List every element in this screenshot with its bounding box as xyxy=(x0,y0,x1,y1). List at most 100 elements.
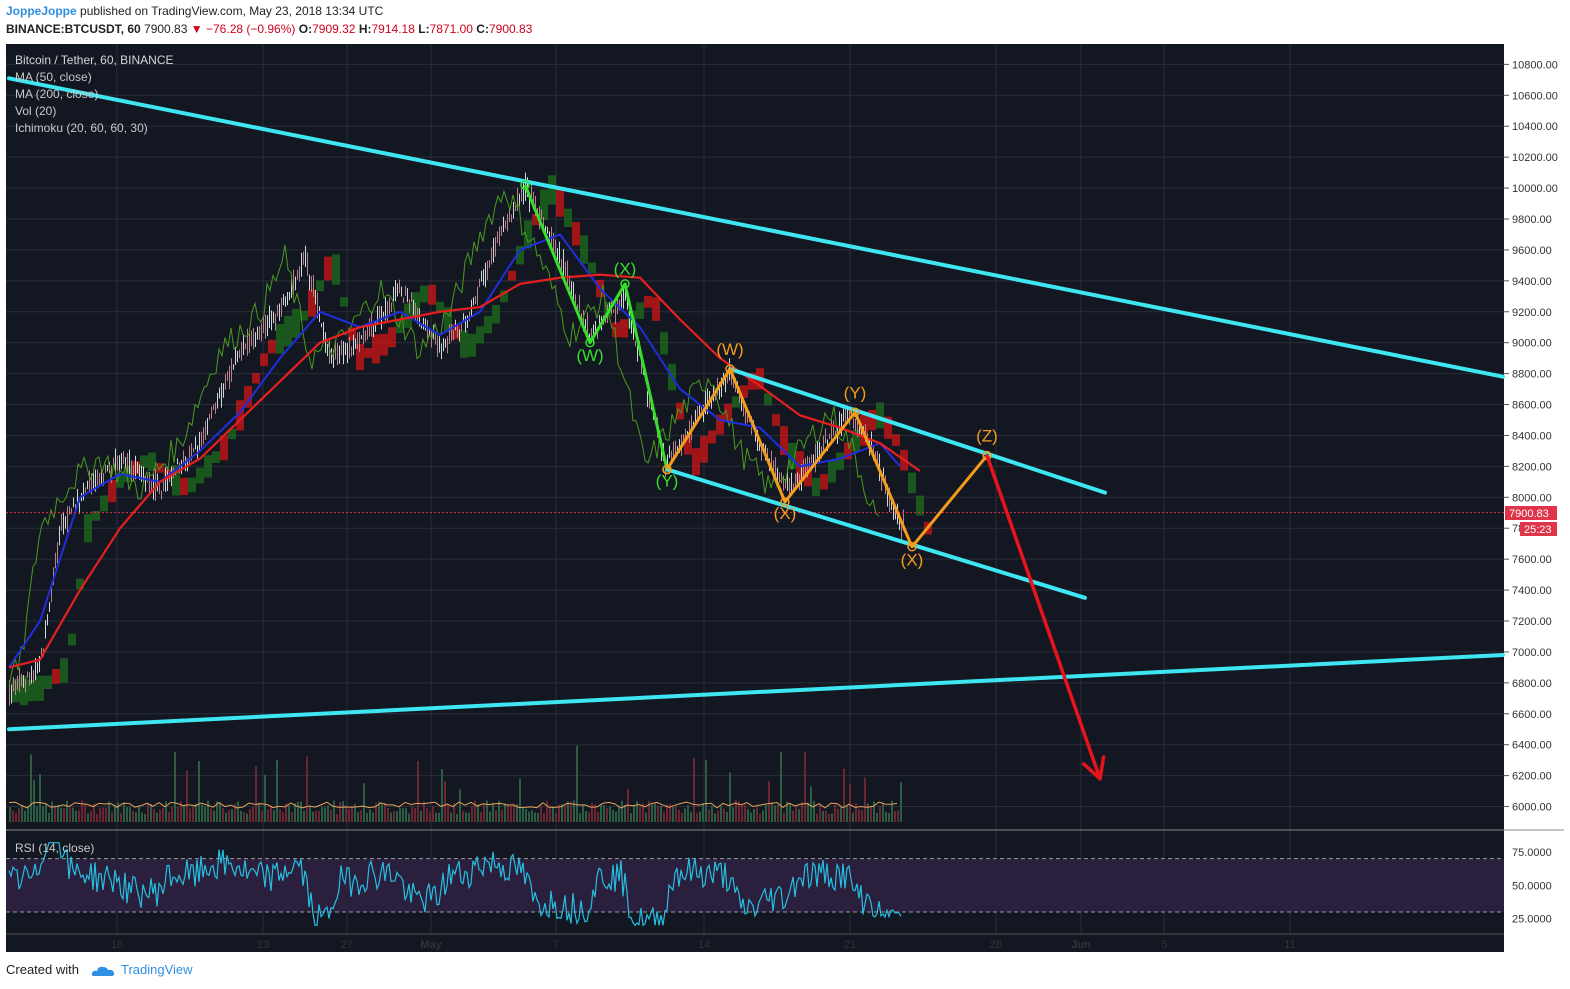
cloud-segment xyxy=(724,403,732,421)
volume-bar xyxy=(255,766,257,822)
price-tick-label: 7400.00 xyxy=(1512,585,1552,597)
volume-bar xyxy=(639,806,641,822)
price-tick-label: 7600.00 xyxy=(1512,554,1552,566)
cloud-segment xyxy=(892,434,900,446)
volume-bar xyxy=(462,810,464,822)
volume-bar xyxy=(561,804,563,822)
cloud-segment xyxy=(252,372,260,384)
volume-bar xyxy=(726,812,728,822)
volume-bar xyxy=(423,801,425,822)
chart-legend: Bitcoin / Tether, 60, BINANCE MA (50, cl… xyxy=(15,53,174,135)
countdown-box xyxy=(1520,522,1557,536)
volume-bar xyxy=(825,810,827,822)
volume-bar xyxy=(696,813,698,822)
cloud-segment xyxy=(332,254,340,285)
legend-ma50[interactable]: MA (50, close) xyxy=(15,70,92,84)
cloud-segment xyxy=(44,675,52,690)
wave-labels: (X) (W) (Y) (W) (X) (Y) (X) (Z) xyxy=(576,260,998,570)
cloud-segment xyxy=(340,297,348,307)
price-tick-label: 10600.00 xyxy=(1512,90,1558,102)
cloud-segment xyxy=(204,455,212,478)
high-value: 7914.18 xyxy=(371,22,415,36)
volume-bar xyxy=(366,812,368,822)
cloud-segment xyxy=(636,302,644,319)
cloud-segment xyxy=(500,290,508,303)
volume-bar xyxy=(615,811,617,822)
cloud-segment xyxy=(316,280,324,292)
legend-ma200[interactable]: MA (200, close) xyxy=(15,87,98,101)
volume-bar xyxy=(498,800,500,822)
volume-bar xyxy=(843,768,845,822)
volume-bar xyxy=(714,813,716,822)
cloud-segment xyxy=(588,262,596,274)
volume-bar xyxy=(441,769,443,822)
volume-bar xyxy=(711,806,713,822)
volume-bar xyxy=(468,812,470,822)
orange-wave-path xyxy=(665,367,989,549)
author-link[interactable]: JoppeJoppe xyxy=(6,4,77,18)
legend-ichimoku[interactable]: Ichimoku (20, 60, 60, 30) xyxy=(15,121,148,135)
volume-bar xyxy=(342,801,344,822)
volume-bar xyxy=(885,811,887,822)
cloud-segment xyxy=(532,213,540,226)
volume-bar xyxy=(237,801,239,822)
price-axis[interactable] xyxy=(1504,44,1564,952)
cloud-segment xyxy=(716,414,724,435)
tradingview-link[interactable]: TradingView xyxy=(121,962,193,977)
price-tick-label: 6800.00 xyxy=(1512,678,1552,690)
volume-bar xyxy=(603,805,605,822)
volume-bar xyxy=(582,804,584,822)
elliott-waves xyxy=(520,180,1106,781)
volume-bar xyxy=(738,801,740,822)
cloud-segment xyxy=(820,474,828,490)
volume-bar xyxy=(126,807,128,822)
time-tick-label: 7 xyxy=(553,939,559,951)
volume-bar xyxy=(630,813,632,822)
volume-bar xyxy=(540,805,542,822)
volume-bar xyxy=(519,778,521,822)
volume-bar xyxy=(87,813,89,822)
volume-bar xyxy=(408,813,410,822)
volume-bar xyxy=(216,801,218,822)
volume-bar xyxy=(249,809,251,822)
volume-bar xyxy=(273,810,275,822)
volume-bar xyxy=(324,807,326,822)
legend-volume[interactable]: Vol (20) xyxy=(15,104,56,118)
cloud-segment xyxy=(620,319,628,338)
volume-bar xyxy=(813,801,815,822)
volume-bar xyxy=(687,805,689,822)
volume-bar xyxy=(450,812,452,822)
volume-bar xyxy=(417,760,419,822)
cloud-segment xyxy=(396,319,404,334)
volume-bar xyxy=(822,810,824,822)
projection-arrow-head xyxy=(1098,755,1106,781)
volume-bar xyxy=(717,810,719,822)
volume-bar xyxy=(66,800,68,822)
volume-bar xyxy=(624,804,626,822)
volume-bar xyxy=(564,804,566,822)
price-tick-label: 8200.00 xyxy=(1512,461,1552,473)
volume-bar xyxy=(96,813,98,822)
volume-bar xyxy=(513,803,515,822)
price-tick-label: 8400.00 xyxy=(1512,430,1552,442)
volume-bar xyxy=(426,808,428,822)
cloud-segment xyxy=(84,514,92,543)
cloud-segment xyxy=(364,348,372,358)
price-chart[interactable]: (X) (W) (Y) (W) (X) (Y) (X) (Z) 10800.00 10600.0… xyxy=(0,42,1570,954)
trendline-4 xyxy=(665,467,1087,600)
price-tick-label: 8000.00 xyxy=(1512,492,1552,504)
volume-bar xyxy=(225,812,227,822)
rsi-legend[interactable]: RSI (14, close) xyxy=(15,841,94,855)
cloud-segment xyxy=(148,452,156,472)
volume-bar xyxy=(15,812,17,822)
volume-bar xyxy=(531,810,533,822)
volume-bar xyxy=(177,807,179,822)
volume-bar xyxy=(600,804,602,822)
volume-bar xyxy=(525,808,527,822)
cloud-segment xyxy=(76,578,84,590)
volume-bar xyxy=(102,807,104,822)
volume-bar xyxy=(186,770,188,822)
cloud-segment xyxy=(556,187,564,217)
cloud-segment xyxy=(228,428,236,440)
cloud-segment xyxy=(580,235,588,264)
